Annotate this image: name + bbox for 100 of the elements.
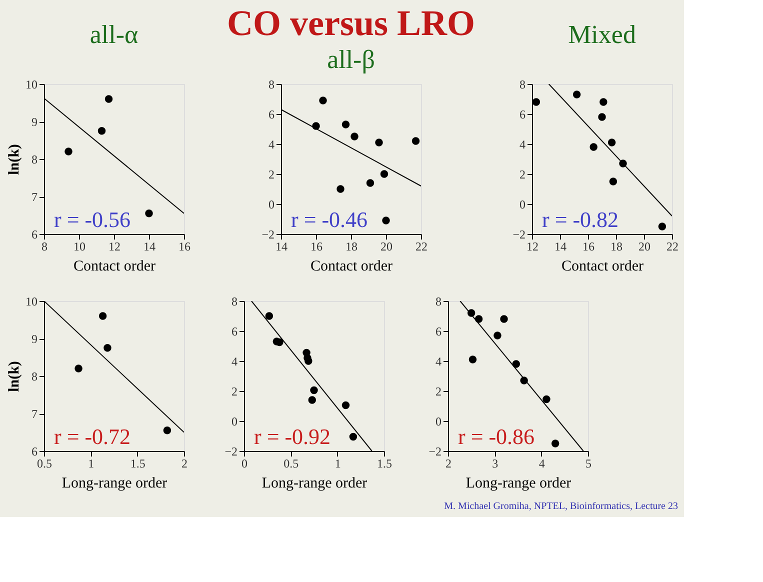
chart-title: all-α <box>90 20 139 49</box>
x-tick-label: 0.5 <box>37 456 52 470</box>
annotation: r = -0.82 <box>542 207 619 232</box>
point <box>532 98 540 106</box>
point <box>494 332 502 340</box>
y-tick-label: 6 <box>436 324 442 338</box>
point <box>590 143 598 151</box>
y-tick-label: 10 <box>26 78 38 92</box>
x-tick-label: 20 <box>638 240 650 254</box>
point <box>336 185 344 193</box>
y-tick-label: 6 <box>32 444 38 458</box>
x-tick-label: 12 <box>108 240 120 254</box>
x-tick-label: 0.5 <box>284 456 299 470</box>
y-tick-label: 2 <box>436 384 442 398</box>
y-tick-label: 9 <box>32 115 38 129</box>
annotation: r = -0.86 <box>458 424 535 449</box>
point <box>342 401 350 410</box>
x-tick-label: 8 <box>42 240 48 254</box>
y-tick-label: −2 <box>224 444 238 458</box>
point <box>412 137 420 145</box>
point <box>512 360 520 368</box>
x-tick-label: 22 <box>666 240 678 254</box>
point <box>104 344 112 352</box>
y-tick-label: 8 <box>32 152 38 166</box>
point <box>542 395 550 404</box>
text: M. Michael Gromiha, NPTEL, Bioinformatics, Lecture 23 <box>444 501 678 512</box>
annotation: r = -0.92 <box>254 424 331 449</box>
point <box>304 357 312 365</box>
y-tick-label: 0 <box>232 414 238 428</box>
y-tick-label: 8 <box>32 370 38 384</box>
point <box>98 127 106 135</box>
x-tick-label: 4 <box>538 456 545 470</box>
point <box>98 312 107 320</box>
y-tick-label: 10 <box>26 294 38 308</box>
y-tick-label: 0 <box>436 414 442 428</box>
y-tick-label: 4 <box>268 138 274 152</box>
y-tick-label: 4 <box>520 138 526 152</box>
x-tick-label: 12 <box>526 240 538 254</box>
y-tick-label: −2 <box>428 444 442 458</box>
point <box>104 95 113 103</box>
y-tick-label: 7 <box>32 407 38 421</box>
chart-title: Mixed <box>568 20 636 49</box>
point <box>163 426 172 434</box>
x-tick-label: 1 <box>334 456 341 470</box>
point <box>500 315 508 323</box>
point <box>308 396 316 404</box>
y-tick-label: 8 <box>268 78 274 92</box>
y-tick-label: 8 <box>436 294 442 308</box>
y-axis-title: ln(k) <box>6 361 22 392</box>
point <box>342 120 350 128</box>
point <box>551 440 560 448</box>
point <box>572 90 581 98</box>
point <box>64 148 72 156</box>
x-tick-label: 22 <box>416 240 428 254</box>
x-tick-label: 5 <box>586 456 592 470</box>
x-axis-title: Contact order <box>310 258 393 274</box>
y-tick-label: 0 <box>268 198 274 212</box>
annotation: r = -0.56 <box>54 207 131 232</box>
x-tick-label: 14 <box>554 240 566 254</box>
x-axis-title: Contact order <box>561 258 644 274</box>
y-tick-label: 6 <box>232 324 238 338</box>
x-tick-label: 1.5 <box>377 456 392 470</box>
x-tick-label: 14 <box>144 240 156 254</box>
point <box>382 216 390 224</box>
point <box>349 432 358 441</box>
y-tick-label: −2 <box>512 228 526 242</box>
annotation: r = -0.46 <box>291 207 368 232</box>
y-axis-title: ln(k) <box>6 144 22 175</box>
x-tick-label: 20 <box>380 240 392 254</box>
point <box>366 179 374 187</box>
point <box>145 210 153 218</box>
x-tick-label: 18 <box>610 240 622 254</box>
x-tick-label: 16 <box>310 240 322 254</box>
point <box>608 138 616 146</box>
x-tick-label: 18 <box>346 240 358 254</box>
y-tick-label: 6 <box>268 108 274 122</box>
x-tick-label: 1 <box>88 456 94 470</box>
x-tick-label: 14 <box>276 240 288 254</box>
y-tick-label: 2 <box>520 168 526 182</box>
x-tick-label: 3 <box>492 456 498 470</box>
point <box>276 338 284 346</box>
y-tick-label: 9 <box>32 332 38 346</box>
y-tick-label: 0 <box>520 198 526 212</box>
annotation: r = -0.72 <box>54 424 131 449</box>
y-tick-label: 2 <box>268 168 274 182</box>
point <box>380 170 388 178</box>
y-tick-label: 8 <box>232 294 238 308</box>
x-axis-title: Contact order <box>73 258 156 274</box>
x-tick-label: 2 <box>182 456 188 470</box>
x-axis-title: Long-range order <box>466 476 572 492</box>
point <box>350 132 358 140</box>
x-tick-label: 16 <box>178 240 190 254</box>
y-tick-label: 2 <box>232 384 238 398</box>
x-tick-label: 10 <box>74 240 86 254</box>
point <box>265 312 274 320</box>
point <box>74 364 82 372</box>
chart-subtitle: all-β <box>327 45 375 74</box>
point <box>468 356 477 364</box>
y-tick-label: 4 <box>232 354 238 368</box>
x-tick-label: 16 <box>582 240 594 254</box>
